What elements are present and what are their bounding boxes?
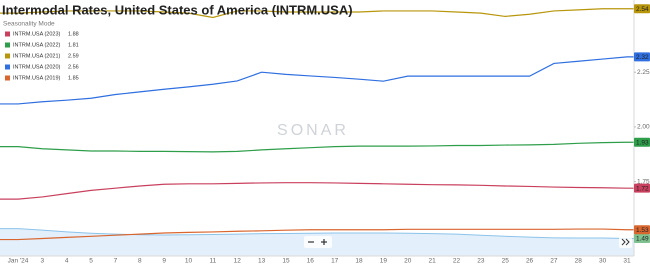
value-tag-label: 1.53 — [636, 227, 649, 234]
x-tick-label: 30 — [599, 258, 607, 265]
legend-value: 1.81 — [68, 42, 79, 48]
legend-label: INTRM.USA (2019) — [13, 75, 61, 81]
x-tick-label: 25 — [502, 258, 510, 265]
y-tick-label: 1.75 — [637, 178, 650, 185]
x-tick-label: 11 — [210, 258, 217, 265]
value-tag-label: 2.54 — [636, 6, 649, 13]
legend-swatch — [5, 64, 10, 70]
x-tick-label: 18 — [355, 258, 363, 265]
x-tick-label: 10 — [185, 258, 193, 265]
y-tick-label: 2.25 — [637, 69, 650, 76]
series-line — [0, 56, 634, 105]
x-tick-label: 16 — [307, 258, 315, 265]
series-line — [0, 182, 634, 200]
chart-subtitle: Seasonality Mode — [3, 21, 55, 28]
x-tick-label: 9 — [162, 258, 166, 265]
value-tag — [634, 4, 650, 14]
value-tag — [634, 233, 650, 243]
value-tag — [634, 52, 650, 62]
legend-swatch — [5, 53, 10, 59]
series-line — [0, 141, 634, 153]
x-tick-label: 31 — [623, 258, 631, 265]
value-tag-label: 2.32 — [636, 54, 649, 61]
x-tick-label: 4 — [65, 258, 69, 265]
legend-swatch — [5, 31, 10, 37]
legend: INTRM.USA (2023) 1.88 INTRM.USA (2022) 1.81… — [2, 28, 84, 84]
series-line — [0, 228, 634, 241]
x-tick-label: 5 — [89, 258, 93, 265]
x-tick-label: 21 — [429, 258, 437, 265]
x-tick-label: 7 — [114, 258, 118, 265]
legend-label: INTRM.USA (2020) — [13, 64, 61, 70]
value-tag — [634, 225, 650, 235]
x-tick-label: 19 — [380, 258, 388, 265]
zoom-controls — [304, 236, 632, 248]
legend-label: INTRM.USA (2023) — [13, 31, 61, 37]
navigator-line — [0, 228, 634, 239]
legend-label: INTRM.USA (2021) — [13, 53, 61, 59]
zoom-box — [304, 236, 332, 248]
x-tick-label: 17 — [331, 258, 339, 265]
x-tick-label: 28 — [575, 258, 583, 265]
x-tick-label: 27 — [550, 258, 558, 265]
x-tick-label: 26 — [526, 258, 534, 265]
legend-swatch — [5, 75, 10, 81]
x-tick-label: 15 — [282, 258, 290, 265]
x-tick-label: 20 — [404, 258, 412, 265]
value-tag — [634, 183, 650, 193]
x-tick-label: 12 — [234, 258, 242, 265]
series-line — [0, 8, 634, 19]
legend-value: 1.88 — [68, 31, 79, 37]
legend-box — [2, 28, 84, 84]
x-tick-label: 3 — [41, 258, 45, 265]
legend-value: 2.59 — [68, 53, 79, 59]
x-tick-label: 22 — [453, 258, 461, 265]
value-tag-label: 1.49 — [636, 236, 649, 243]
chart-title: Intermodal Rates, United States of Ameri… — [2, 2, 353, 17]
x-tick-label: Jan '24 — [8, 258, 29, 265]
x-tick-label: 23 — [477, 258, 485, 265]
legend-value: 2.56 — [68, 64, 79, 70]
x-tick-label: 8 — [138, 258, 142, 265]
watermark: SONAR — [277, 122, 349, 139]
x-tick-label: 13 — [258, 258, 266, 265]
value-tag — [634, 137, 650, 147]
value-tag-label: 1.93 — [636, 139, 649, 146]
legend-swatch — [5, 42, 10, 48]
scroll-end[interactable] — [621, 238, 630, 246]
value-tag-label: 1.72 — [636, 185, 649, 192]
y-tick-label: 2.00 — [637, 124, 650, 131]
legend-value: 1.85 — [68, 75, 79, 81]
legend-label: INTRM.USA (2022) — [13, 42, 61, 48]
